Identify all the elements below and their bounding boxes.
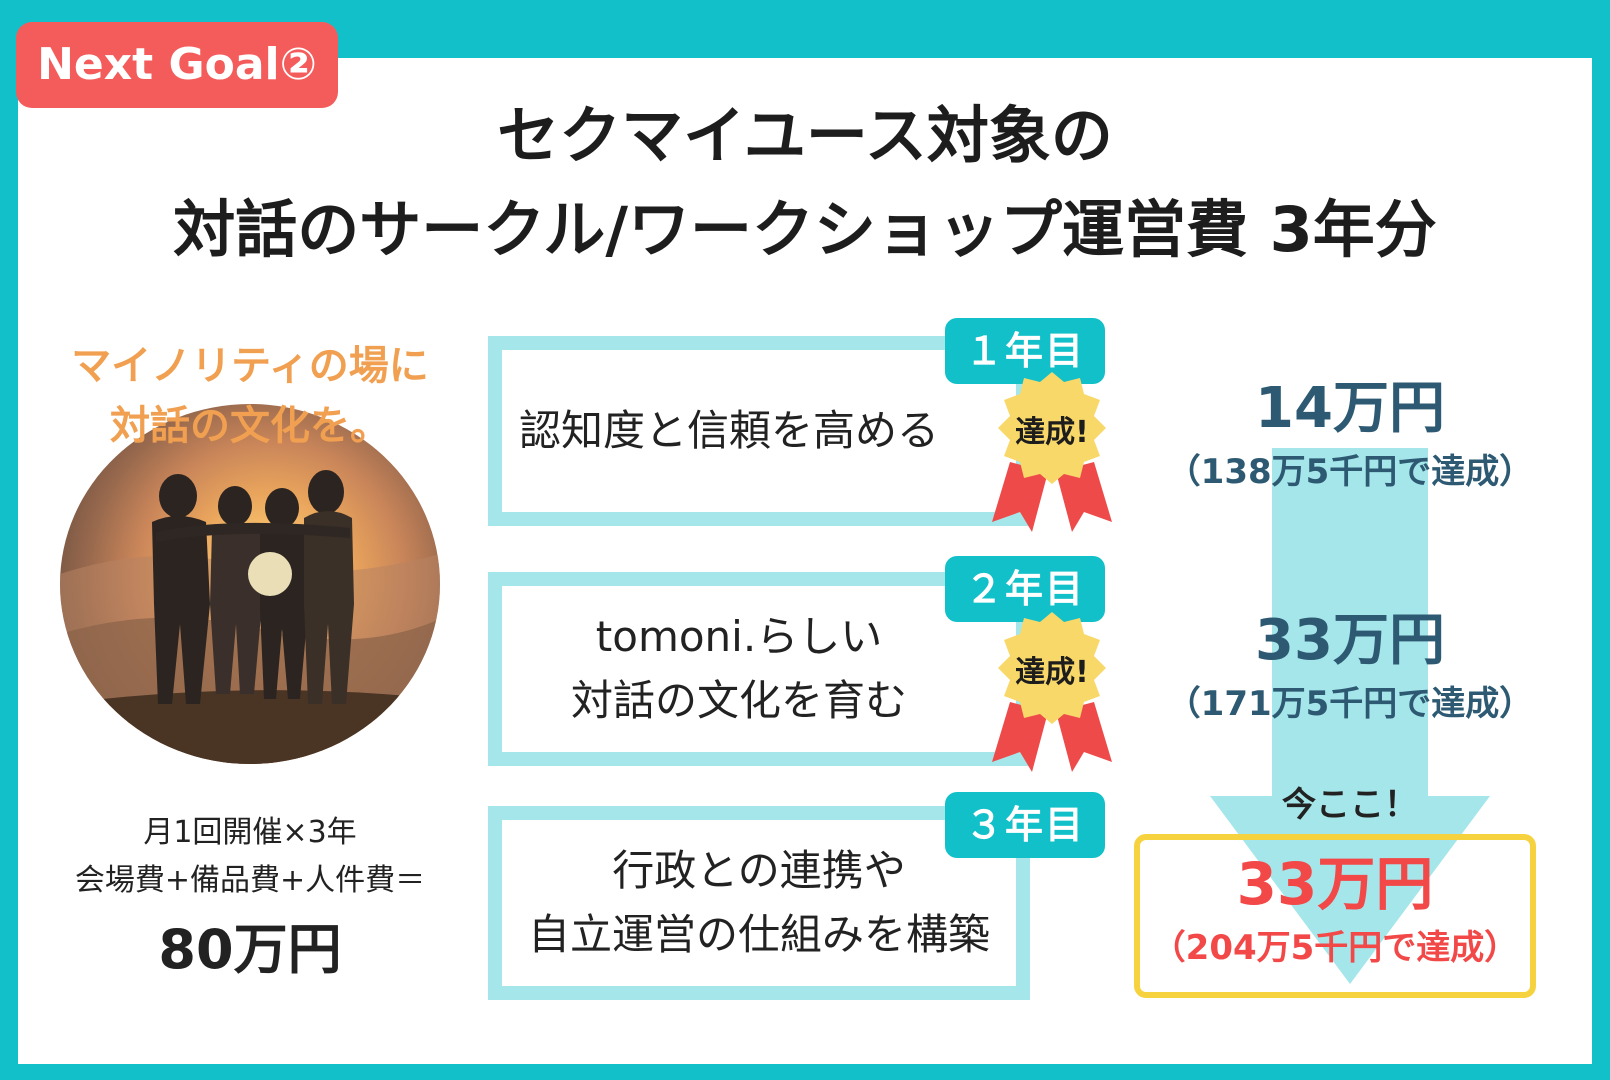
goal-box-year-3: 行政との連携や 自立運営の仕組みを構築 [488, 806, 1030, 1000]
achieved-total-year-3: （204万5千円で達成） [1151, 928, 1519, 968]
title-line-1: セクマイユース対象の [497, 99, 1113, 172]
title-line-2: 対話のサークル/ワークショップ運営費 3年分 [173, 193, 1437, 266]
amount-year-2: 33万円 [1255, 608, 1445, 673]
cost-total: 80万円 [158, 918, 342, 981]
achieved-total-year-1: （138万5千円で達成） [1166, 452, 1534, 492]
amount-year-3: 33万円 [1236, 850, 1434, 918]
year-tab-1: １年目 [945, 318, 1105, 384]
achieved-total-year-2: （171万5千円で達成） [1166, 684, 1534, 724]
down-arrow-icon [1210, 448, 1490, 984]
goal-box-year-2: tomoni.らしい 対話の文化を育む [488, 572, 1030, 766]
year-tab-2: ２年目 [945, 556, 1105, 622]
achieved-label: 達成! [1015, 415, 1089, 450]
goal-text: 行政との連携や [612, 846, 906, 895]
year-tab-3: ３年目 [945, 792, 1105, 858]
next-goal-badge: Next Goal② [16, 22, 338, 108]
goal-text: 認知度と信頼を高める [518, 406, 939, 455]
achieved-label: 達成! [1015, 655, 1089, 690]
goal-text: 自立運営の仕組みを構築 [527, 910, 990, 959]
cost-note-breakdown: 会場費+備品費+人件費＝ [74, 863, 426, 898]
current-goal-highlight [1134, 834, 1536, 998]
amount-year-1: 14万円 [1255, 376, 1445, 441]
group-photo [60, 404, 440, 764]
goal-box-year-1: 認知度と信頼を高める [488, 336, 1030, 526]
goal-text: tomoni.らしい [595, 612, 883, 661]
current-position-label: 今ここ！ [1282, 785, 1418, 825]
tagline-line-2: 対話の文化を。 [110, 403, 390, 449]
tagline-line-1: マイノリティの場に [71, 343, 429, 389]
achievement-seal-icon: 達成! [992, 612, 1112, 772]
goal-text: 対話の文化を育む [570, 676, 907, 725]
cost-note-frequency: 月1回開催×3年 [143, 815, 357, 850]
achievement-seal-icon: 達成! [992, 372, 1112, 532]
